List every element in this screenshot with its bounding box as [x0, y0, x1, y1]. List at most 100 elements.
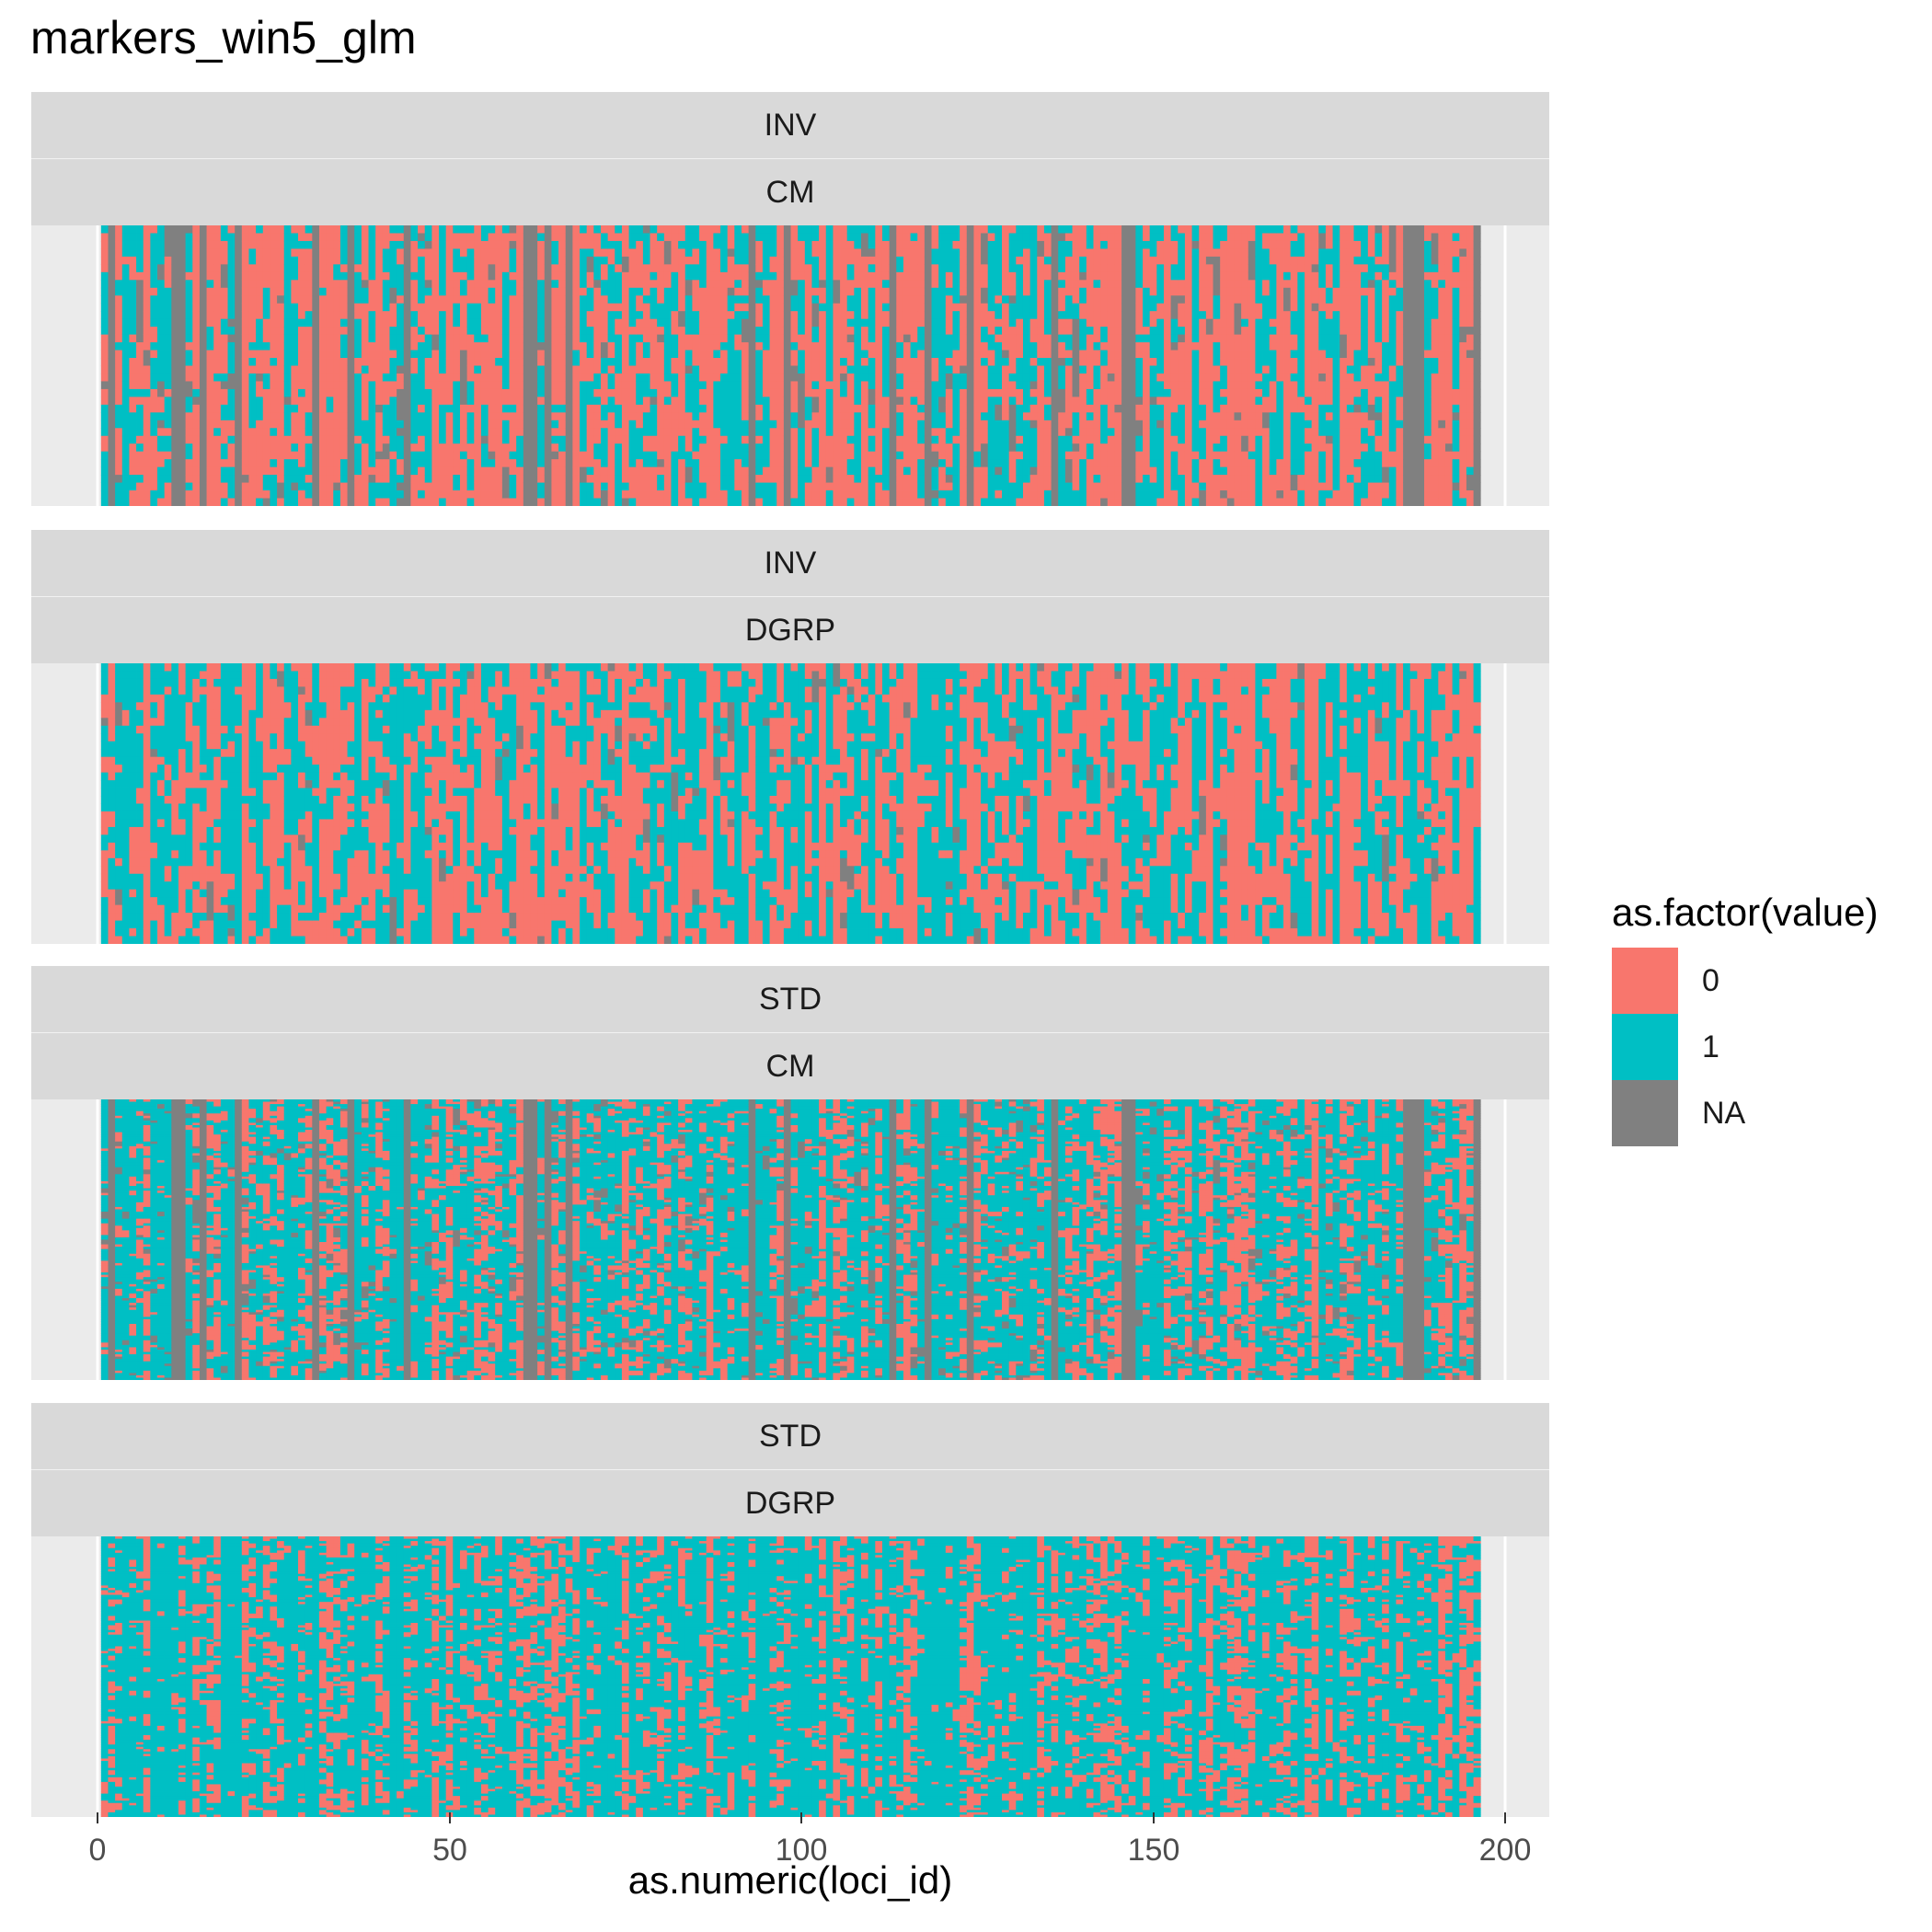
heatmap-cell: [129, 311, 136, 319]
heatmap-cell: [1030, 327, 1038, 335]
heatmap-cell: [516, 288, 523, 296]
heatmap-cell: [312, 459, 319, 467]
heatmap-cell: [1052, 233, 1059, 241]
heatmap-cell: [657, 443, 664, 452]
heatmap-cell: [263, 233, 270, 241]
heatmap-cell: [375, 295, 383, 304]
heatmap-cell: [248, 490, 256, 499]
heatmap-cell: [460, 499, 467, 506]
heatmap-cell: [178, 248, 186, 257]
heatmap-cell: [629, 374, 637, 382]
heatmap-cell: [608, 443, 615, 452]
heatmap-cell: [791, 225, 799, 234]
heatmap-cell: [404, 304, 411, 312]
heatmap-cell: [861, 304, 868, 312]
heatmap-cell: [369, 257, 376, 265]
heatmap-cell: [200, 452, 207, 460]
heatmap-cell: [973, 241, 981, 249]
heatmap-cell: [903, 381, 911, 389]
heatmap-cell: [819, 389, 826, 397]
heatmap-cell: [1065, 319, 1073, 328]
heatmap-cell: [1002, 452, 1009, 460]
heatmap-cell: [572, 272, 580, 281]
heatmap-cell: [657, 381, 664, 389]
heatmap-cell: [770, 280, 777, 288]
heatmap-cell: [305, 225, 313, 234]
heatmap-cell: [489, 405, 496, 413]
heatmap-cell: [510, 351, 517, 359]
heatmap-cell: [298, 467, 305, 476]
heatmap-cell: [608, 420, 615, 429]
heatmap-cell: [545, 288, 552, 296]
heatmap-cell: [840, 405, 847, 413]
heatmap-cell: [263, 405, 270, 413]
heatmap-cell: [108, 412, 115, 420]
heatmap-cell: [854, 443, 861, 452]
heatmap-cell: [510, 452, 517, 460]
heatmap-cell: [657, 304, 664, 312]
heatmap-cell: [678, 405, 685, 413]
heatmap-cell: [213, 280, 221, 288]
heatmap-cell: [383, 304, 390, 312]
heatmap-cell: [530, 374, 537, 382]
heatmap-cell: [678, 264, 685, 272]
heatmap-cell: [537, 288, 545, 296]
heatmap-cell: [882, 412, 890, 420]
heatmap-cell: [213, 397, 221, 405]
heatmap-cell: [890, 225, 897, 234]
heatmap-cell: [988, 257, 995, 265]
heatmap-cell: [481, 490, 489, 499]
heatmap-cell: [847, 452, 855, 460]
heatmap-cell: [1002, 405, 1009, 413]
heatmap-cell: [728, 452, 735, 460]
heatmap-cell: [988, 475, 995, 483]
heatmap-cell: [516, 342, 523, 351]
heatmap-cell: [1065, 257, 1073, 265]
heatmap-cell: [235, 475, 242, 483]
heatmap-cell: [362, 475, 369, 483]
heatmap-cell: [446, 272, 454, 281]
heatmap-cell: [1073, 272, 1080, 281]
heatmap-cell: [960, 475, 967, 483]
heatmap-cell: [263, 335, 270, 343]
heatmap-cell: [431, 280, 439, 288]
heatmap-cell: [932, 412, 939, 420]
heatmap-cell: [973, 335, 981, 343]
heatmap-cell: [1030, 233, 1038, 241]
heatmap-cell: [369, 304, 376, 312]
heatmap-cell: [629, 397, 637, 405]
heatmap-cell: [1009, 272, 1017, 281]
heatmap-cell: [136, 335, 144, 343]
heatmap-cell: [960, 358, 967, 366]
heatmap-cell: [558, 264, 566, 272]
heatmap-cell: [523, 475, 531, 483]
heatmap-cell: [664, 288, 672, 296]
heatmap-cell: [707, 319, 714, 328]
heatmap-cell: [911, 397, 918, 405]
heatmap-cell: [840, 499, 847, 506]
heatmap-cell: [833, 257, 840, 265]
heatmap-cell: [1009, 233, 1017, 241]
heatmap-cell: [622, 499, 629, 506]
heatmap-cell: [362, 280, 369, 288]
heatmap-cell: [917, 374, 925, 382]
heatmap-cell: [397, 397, 404, 405]
heatmap-cell: [643, 264, 650, 272]
heatmap-cell: [178, 327, 186, 335]
heatmap-cell: [903, 499, 911, 506]
heatmap-cell: [467, 381, 475, 389]
heatmap-cell: [580, 248, 587, 257]
heatmap-cell: [221, 319, 228, 328]
heatmap-cell: [192, 288, 200, 296]
heatmap-cell: [699, 311, 707, 319]
heatmap-cell: [221, 490, 228, 499]
heatmap-cell: [510, 483, 517, 491]
heatmap-cell: [960, 420, 967, 429]
heatmap-cell: [298, 351, 305, 359]
heatmap-cell: [805, 499, 812, 506]
heatmap-cell: [664, 351, 672, 359]
heatmap-cell: [186, 366, 193, 374]
heatmap-cell: [207, 327, 214, 335]
heatmap-cell: [270, 304, 277, 312]
heatmap-cell: [136, 358, 144, 366]
